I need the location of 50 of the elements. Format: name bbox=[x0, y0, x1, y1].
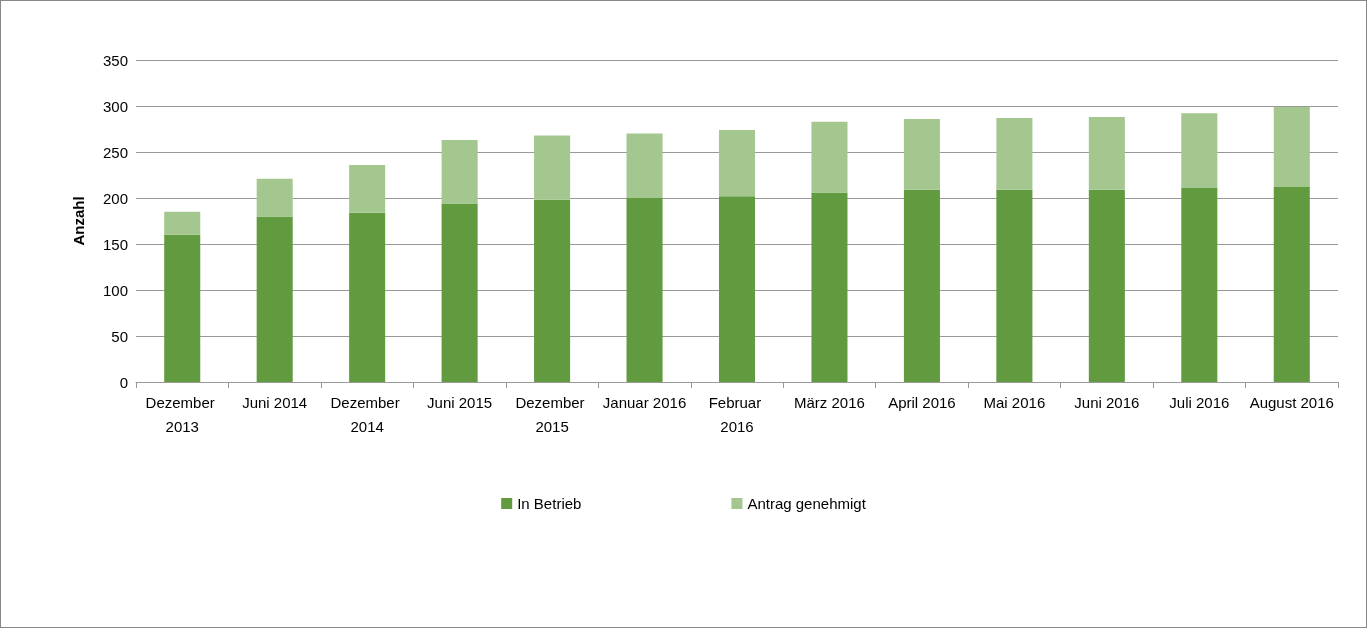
bar bbox=[626, 198, 663, 382]
x-tick-label: Dezember 2014 bbox=[330, 393, 404, 435]
bar bbox=[164, 211, 201, 235]
x-tick-label: Januar 2016 bbox=[602, 393, 687, 411]
bar bbox=[441, 140, 478, 204]
x-tick-label: Februar 2016 bbox=[708, 393, 766, 435]
bar bbox=[534, 135, 571, 200]
bar bbox=[996, 117, 1033, 190]
x-tick-label: Juni 2014 bbox=[242, 393, 308, 411]
bar bbox=[256, 178, 293, 217]
bar bbox=[256, 216, 293, 382]
bar bbox=[534, 199, 571, 382]
y-tick-label: 350 bbox=[102, 51, 128, 69]
bar bbox=[1088, 189, 1125, 382]
bar bbox=[903, 189, 940, 382]
x-tick-label: Juni 2015 bbox=[427, 393, 493, 411]
y-axis-title: Anzahl bbox=[70, 196, 87, 246]
legend-label: Antrag genehmigt bbox=[747, 495, 867, 512]
bar bbox=[349, 212, 386, 382]
bar bbox=[718, 129, 756, 197]
legend-label: In Betrieb bbox=[517, 495, 582, 512]
x-tick-label: März 2016 bbox=[794, 393, 865, 411]
bar bbox=[811, 121, 848, 193]
bar bbox=[164, 234, 201, 382]
bar bbox=[1088, 117, 1125, 190]
bar bbox=[996, 189, 1033, 382]
x-tick-label: Dezember 2015 bbox=[515, 393, 589, 435]
y-tick-label: 200 bbox=[102, 189, 128, 207]
y-tick-label: 100 bbox=[102, 281, 128, 299]
x-tick-label: Mai 2016 bbox=[983, 393, 1046, 411]
bar bbox=[718, 196, 756, 382]
x-tick-label: Juni 2016 bbox=[1074, 393, 1140, 411]
y-tick-label: 150 bbox=[102, 235, 128, 253]
bar bbox=[903, 118, 940, 190]
bar bbox=[1273, 106, 1310, 187]
y-tick-label: 0 bbox=[119, 373, 128, 391]
bar bbox=[1181, 187, 1218, 382]
y-tick-label: 250 bbox=[102, 143, 128, 161]
x-tick-label: August 2016 bbox=[1249, 393, 1334, 411]
bar bbox=[1181, 113, 1218, 188]
x-tick-label: April 2016 bbox=[888, 393, 956, 411]
bar bbox=[441, 203, 478, 382]
bar bbox=[349, 164, 386, 213]
x-tick-label: Juli 2016 bbox=[1169, 393, 1230, 411]
bar bbox=[1273, 186, 1310, 382]
y-tick-label: 50 bbox=[111, 327, 128, 345]
bar bbox=[626, 133, 663, 198]
x-tick-label: Dezember 2013 bbox=[145, 393, 219, 435]
bar bbox=[811, 192, 848, 382]
y-tick-label: 300 bbox=[102, 97, 128, 115]
